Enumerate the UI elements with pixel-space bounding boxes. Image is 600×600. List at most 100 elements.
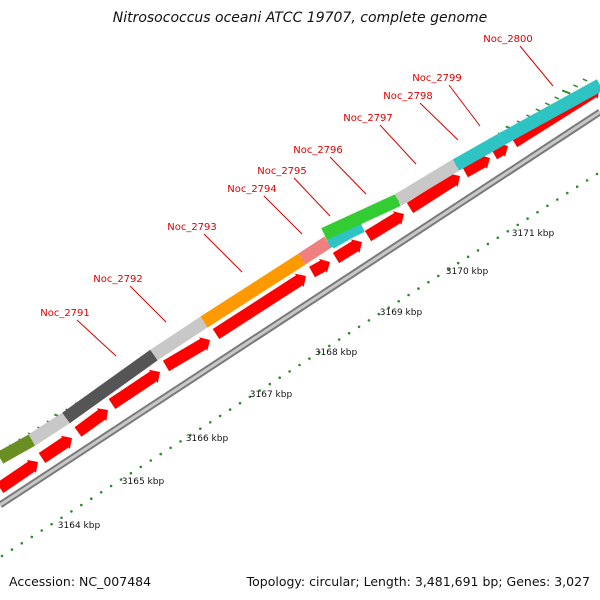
cds-arrow [406, 173, 460, 214]
tick-dot [189, 433, 192, 437]
tick-dot [50, 522, 53, 526]
cds-arrow [212, 273, 306, 339]
tick-dot [536, 210, 539, 214]
leader-line [448, 84, 481, 127]
cds-arrow [332, 239, 362, 264]
leader-line [293, 177, 331, 217]
gene-labels: Noc_2791 Noc_2792 Noc_2793 Noc_2794 Noc_2795… [40, 34, 554, 357]
gene-label-text: Noc_2793 [167, 222, 217, 233]
genome-summary-text: Topology: circular; Length: 3,481,691 bp… [246, 574, 590, 589]
cds-arrow [0, 459, 38, 493]
tick-dot [60, 516, 63, 520]
tick-dot [0, 554, 4, 558]
gene-label-noc-2797: Noc_2797 [343, 113, 417, 165]
leader-line [129, 285, 167, 323]
kbp-label: 3167 kbp [250, 390, 293, 400]
tick-dot [238, 401, 242, 405]
map-title: Nitrosococcus oceani ATCC 19707, complet… [113, 10, 488, 26]
cds-arrow [162, 337, 210, 372]
tick-mark [582, 78, 588, 82]
tick-dot [556, 198, 559, 201]
gene-label-noc-2792: Noc_2792 [93, 274, 167, 323]
tick-dot [377, 312, 381, 316]
tick-dot [308, 357, 311, 360]
gene-label-text: Noc_2797 [343, 113, 393, 124]
tick-dot [199, 427, 202, 431]
tick-dot [526, 217, 529, 220]
tick-dot [566, 191, 569, 195]
gene-label-text: Noc_2794 [227, 184, 277, 195]
tick-dot [486, 242, 490, 246]
gene-label-text: Noc_2799 [412, 73, 462, 84]
tick-dot [119, 478, 123, 481]
tick-dot [159, 452, 162, 456]
gene-label-text: Noc_2795 [257, 166, 307, 177]
tick-dot [20, 542, 24, 545]
gene-label-noc-2796: Noc_2796 [293, 145, 367, 195]
tick-dot [328, 344, 331, 348]
tick-dot [109, 484, 113, 488]
cds-arrow [462, 154, 490, 178]
gene-bar-other-1 [0, 434, 36, 464]
cds-arrow [364, 211, 404, 242]
tick-dot [30, 535, 34, 539]
tick-dot [70, 510, 73, 513]
tick-dot [218, 414, 222, 418]
tick-dot [99, 491, 103, 494]
gene-bar-noc-2797 [394, 159, 460, 206]
tick-dot [397, 300, 401, 303]
tick-dot [149, 459, 153, 462]
leader-line [263, 195, 303, 235]
tick-mark [554, 96, 560, 100]
leader-line [329, 156, 367, 195]
gene-bar-noc-2796 [321, 194, 401, 240]
tick-dot [575, 185, 579, 188]
leader-line [419, 102, 459, 141]
tick-dot [80, 503, 83, 507]
tick-dot [40, 529, 43, 532]
tick-dot [337, 338, 341, 341]
tick-dot [129, 471, 133, 475]
gene-label-text: Noc_2800 [483, 34, 533, 45]
kbp-labels: 3164 kbp 3165 kbp 3166 kbp 3167 kbp 3168 kbp… [58, 229, 555, 531]
gene-bar-noc-2793 [200, 253, 306, 328]
tick-dot [585, 179, 589, 182]
tick-dot [10, 548, 14, 551]
gene-bar-noc-2800 [536, 79, 600, 124]
gene-label-noc-2795: Noc_2795 [257, 166, 331, 217]
leader-line [379, 124, 417, 165]
gene-bars [0, 79, 600, 464]
tick-dot [209, 421, 212, 424]
tick-dot [407, 293, 410, 297]
gene-bar-other-2 [28, 412, 70, 446]
tick-dot [90, 497, 93, 501]
tick-mark [535, 108, 541, 112]
kbp-label: 3168 kbp [315, 348, 358, 358]
gene-label-text: Noc_2798 [383, 91, 433, 102]
gene-label-text: Noc_2792 [93, 274, 143, 285]
gene-bar-noc-2792 [150, 316, 208, 361]
gene-bar-noc-2791 [62, 349, 158, 424]
tick-dot [248, 395, 252, 399]
kbp-label: 3166 kbp [186, 434, 229, 444]
gene-label-noc-2791: Noc_2791 [40, 308, 117, 357]
tick-dot [367, 319, 371, 322]
gene-label-text: Noc_2791 [40, 308, 90, 319]
tick-dot [447, 268, 450, 271]
leader-line [76, 319, 117, 357]
tick-dot [268, 382, 272, 386]
tick-dot [278, 376, 282, 380]
gene-bar-noc-2798 [452, 133, 506, 171]
tick-dot [318, 351, 321, 354]
cds-arrow [108, 369, 160, 409]
cds-arrow [38, 435, 72, 463]
tick-dot [347, 331, 351, 335]
tick-mark [544, 102, 550, 106]
tick-dot [595, 172, 599, 176]
tick-dot [516, 223, 519, 227]
tick-mark [573, 84, 579, 88]
tick-dot [506, 230, 510, 233]
cds-arrow [309, 258, 330, 278]
gene-label-noc-2794: Noc_2794 [227, 184, 303, 235]
